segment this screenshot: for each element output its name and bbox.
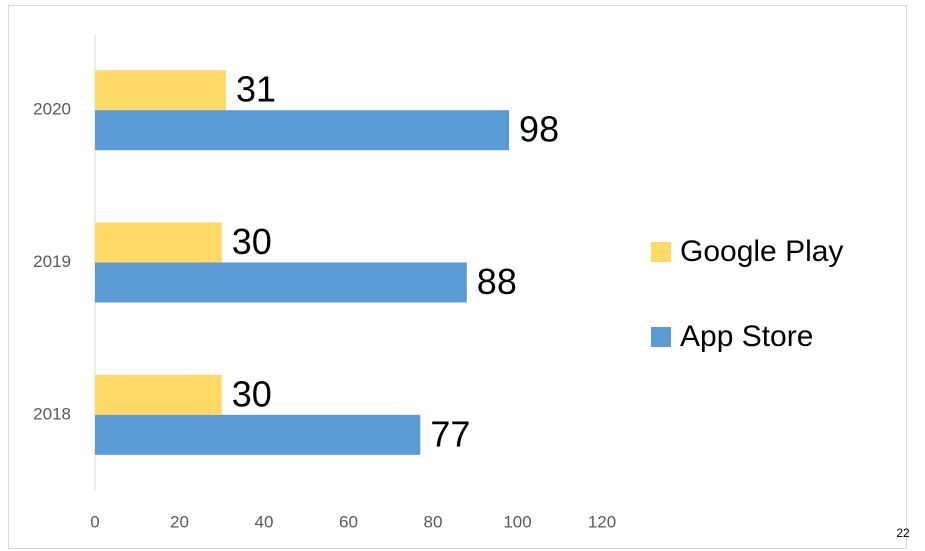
page-number: 22 <box>896 526 910 540</box>
x-tick-label: 20 <box>170 512 189 531</box>
data-label: 30 <box>232 373 272 414</box>
legend-label: Google Play <box>680 235 843 268</box>
data-label: 77 <box>430 413 470 454</box>
legend-swatch <box>651 242 671 262</box>
x-tick-label: 40 <box>255 512 274 531</box>
legend-swatch <box>651 327 671 347</box>
bar <box>95 262 467 303</box>
y-tick-label: 2020 <box>33 100 71 119</box>
bar <box>95 374 222 415</box>
data-label: 98 <box>519 109 559 150</box>
data-label: 31 <box>236 69 276 110</box>
x-tick-label: 0 <box>90 512 99 531</box>
x-tick-label: 80 <box>424 512 443 531</box>
bar <box>95 414 421 455</box>
x-tick-label: 120 <box>588 512 616 531</box>
bar <box>95 110 510 151</box>
legend-label: App Store <box>680 320 813 353</box>
data-label: 30 <box>232 221 272 262</box>
bar <box>95 70 226 111</box>
y-tick-label: 2018 <box>33 404 71 423</box>
bar <box>95 222 222 263</box>
y-tick-label: 2019 <box>33 252 71 271</box>
data-label: 88 <box>477 261 517 302</box>
x-tick-label: 100 <box>503 512 531 531</box>
x-tick-label: 60 <box>339 512 358 531</box>
